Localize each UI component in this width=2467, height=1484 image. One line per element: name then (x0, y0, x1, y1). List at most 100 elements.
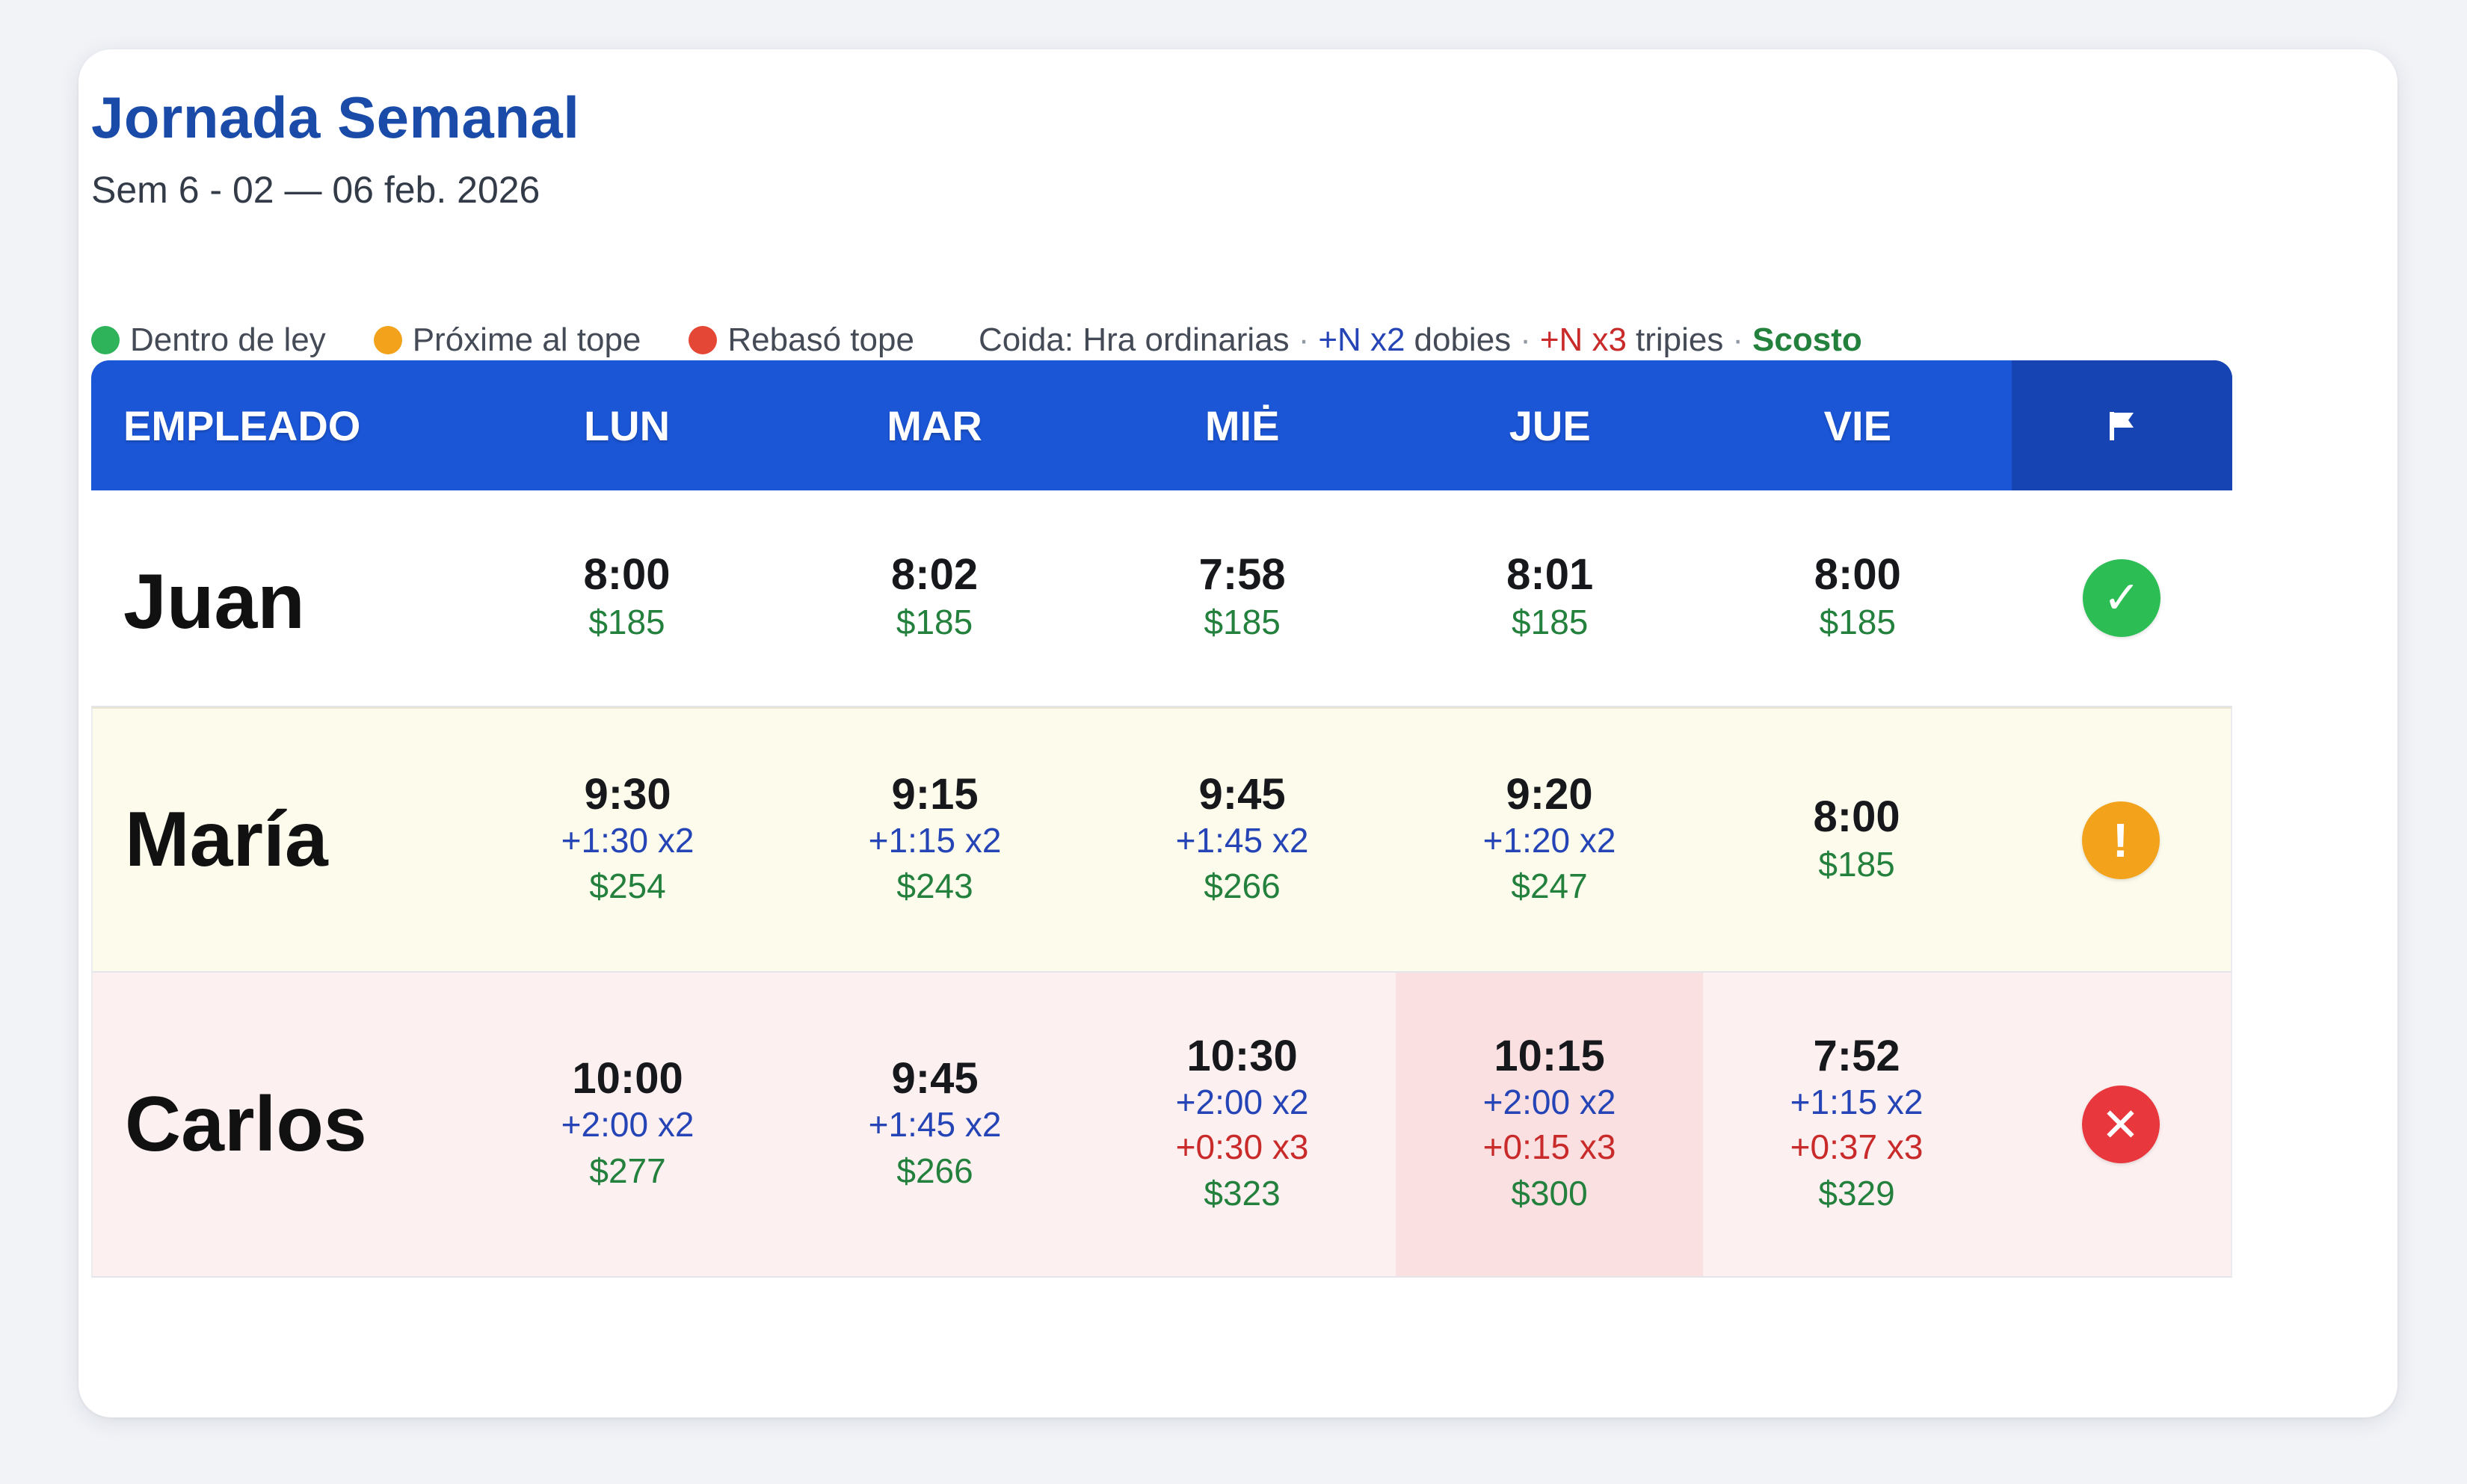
red-dot-icon (689, 326, 718, 354)
legend-key-label: Coida: Hra ordinarias (978, 321, 1290, 358)
day-cell-fri[interactable]: 7:52 +1:15 x2 +0:37 x3 $329 (1703, 973, 2010, 1276)
orange-dot-icon (373, 326, 402, 354)
cost-value: $185 (1512, 603, 1589, 641)
status-cell: ! (2010, 709, 2231, 971)
status-cell: ✕ (2010, 973, 2231, 1276)
cost-value: $185 (1204, 603, 1281, 641)
day-cell-wed[interactable]: 10:30 +2:00 x2 +0:30 x3 $323 (1088, 973, 1396, 1276)
table-row-maria[interactable]: María 9:30 +1:30 x2 $254 9:15 +1:15 x2 $… (91, 707, 2232, 973)
legend-x2-word: dobies (1414, 321, 1512, 358)
legend-x3-word: tripies (1636, 321, 1724, 358)
legend-item-over-cap: Rebasó tope (689, 321, 914, 359)
triple-overtime-value: +0:15 x3 (1482, 1127, 1616, 1166)
double-overtime-value: +2:00 x2 (561, 1105, 694, 1145)
cost-value: $185 (588, 603, 665, 641)
day-cell-mon[interactable]: 10:00 +2:00 x2 $277 (474, 973, 781, 1276)
hours-value: 9:20 (1506, 769, 1593, 819)
triple-overtime-value: +0:30 x3 (1175, 1127, 1309, 1166)
header-day-tue[interactable]: MAR (887, 401, 982, 449)
x-icon[interactable]: ✕ (2081, 1086, 2160, 1163)
day-cell-fri[interactable]: 8:00 $185 (1703, 709, 2010, 971)
cost-value: $277 (589, 1151, 666, 1190)
day-cell-wed[interactable]: 7:58 $185 (1088, 490, 1396, 706)
day-cell-thu[interactable]: 9:20 +1:20 x2 $247 (1396, 709, 1703, 971)
day-cell-tue[interactable]: 8:02 $185 (780, 490, 1088, 706)
double-overtime-value: +1:45 x2 (1175, 820, 1309, 860)
cost-value: $247 (1511, 866, 1588, 906)
header-employee[interactable]: EMPLEADO (123, 401, 361, 449)
header-day-thu[interactable]: JUE (1509, 401, 1591, 449)
legend-label: Rebasó tope (727, 321, 914, 358)
header-day-fri[interactable]: VIE (1823, 401, 1891, 449)
hours-value: 8:00 (1814, 550, 1901, 600)
double-overtime-value: +1:45 x2 (868, 1105, 1002, 1145)
double-overtime-value: +1:20 x2 (1482, 820, 1616, 860)
hours-value: 10:15 (1494, 1032, 1605, 1081)
cost-value: $185 (896, 603, 973, 641)
header-flag[interactable] (2011, 360, 2232, 490)
table-row-carlos[interactable]: Carlos 10:00 +2:00 x2 $277 9:45 +1:45 x2… (91, 973, 2232, 1278)
cost-value: $266 (896, 1151, 973, 1190)
legend-separator: · (1520, 321, 1531, 358)
hours-value: 8:02 (891, 550, 979, 600)
double-overtime-value: +2:00 x2 (1482, 1083, 1616, 1122)
cost-value: $185 (1818, 844, 1895, 884)
double-overtime-value: +1:15 x2 (868, 820, 1002, 860)
hours-table: EMPLEADO LUN MAR MIĖ JUE VIE Juan 8:00 $… (91, 360, 2232, 1278)
day-cell-thu[interactable]: 8:01 $185 (1396, 490, 1704, 706)
cost-value: $266 (1204, 866, 1281, 906)
table-header: EMPLEADO LUN MAR MIĖ JUE VIE (91, 360, 2232, 490)
hours-value: 9:45 (891, 1054, 979, 1103)
employee-cell: Juan (91, 490, 473, 706)
hours-value: 9:30 (584, 769, 671, 819)
hours-value: 9:45 (1198, 769, 1286, 819)
legend-x2-code: +N x2 (1318, 321, 1405, 358)
hours-value: 10:30 (1186, 1032, 1298, 1081)
hours-value: 9:15 (891, 769, 979, 819)
employee-cell: María (93, 709, 474, 971)
legend-x3-code: +N x3 (1539, 321, 1627, 358)
legend-cost-label: Scosto (1752, 321, 1862, 358)
day-cell-wed[interactable]: 9:45 +1:45 x2 $266 (1088, 709, 1396, 971)
exclamation-icon[interactable]: ! (2081, 801, 2160, 879)
cost-value: $300 (1511, 1173, 1588, 1213)
hours-value: 8:01 (1506, 550, 1594, 600)
employee-name: Carlos (125, 1080, 367, 1168)
employee-name: Juan (123, 558, 305, 645)
legend-separator: · (1298, 321, 1310, 358)
check-icon[interactable]: ✓ (2083, 559, 2161, 637)
legend-separator: · (1732, 321, 1744, 358)
header-day-wed[interactable]: MIĖ (1204, 401, 1280, 449)
legend-item-within-law: Dentro de ley (91, 321, 326, 359)
hours-value: 7:58 (1198, 550, 1286, 600)
legend-item-near-cap: Próxime al tope (373, 321, 641, 359)
day-cell-fri[interactable]: 8:00 $185 (1704, 490, 2012, 706)
legend: Dentro de ley Próxime al tope Rebasó top… (91, 318, 1862, 363)
double-overtime-value: +2:00 x2 (1175, 1083, 1309, 1122)
hours-value: 10:00 (572, 1054, 683, 1103)
day-cell-tue[interactable]: 9:45 +1:45 x2 $266 (781, 973, 1088, 1276)
legend-label: Dentro de ley (130, 321, 326, 358)
table-row-juan[interactable]: Juan 8:00 $185 8:02 $185 7:58 $185 8:01 … (91, 490, 2232, 707)
week-subtitle: Sem 6 - 02 — 06 feb. 2026 (91, 169, 540, 211)
employee-name: María (125, 796, 328, 883)
day-cell-mon[interactable]: 8:00 $185 (473, 490, 781, 706)
triple-overtime-value: +0:37 x3 (1790, 1127, 1924, 1166)
cost-value: $243 (896, 866, 973, 906)
day-cell-tue[interactable]: 9:15 +1:15 x2 $243 (781, 709, 1088, 971)
status-cell: ✓ (2012, 490, 2232, 706)
employee-cell: Carlos (93, 973, 474, 1276)
cost-value: $323 (1204, 1173, 1281, 1213)
day-cell-thu-highlighted[interactable]: 10:15 +2:00 x2 +0:15 x3 $300 (1396, 973, 1704, 1276)
double-overtime-value: +1:30 x2 (561, 820, 694, 860)
day-cell-mon[interactable]: 9:30 +1:30 x2 $254 (474, 709, 781, 971)
flag-icon (2110, 412, 2134, 440)
hours-value: 8:00 (1813, 792, 1900, 841)
cost-value: $254 (589, 866, 666, 906)
hours-value: 8:00 (583, 550, 671, 600)
cost-value: $185 (1819, 603, 1896, 641)
page-title: Jornada Semanal (91, 84, 580, 150)
cost-value: $329 (1818, 1173, 1895, 1213)
double-overtime-value: +1:15 x2 (1790, 1083, 1924, 1122)
header-day-mon[interactable]: LUN (583, 401, 671, 449)
